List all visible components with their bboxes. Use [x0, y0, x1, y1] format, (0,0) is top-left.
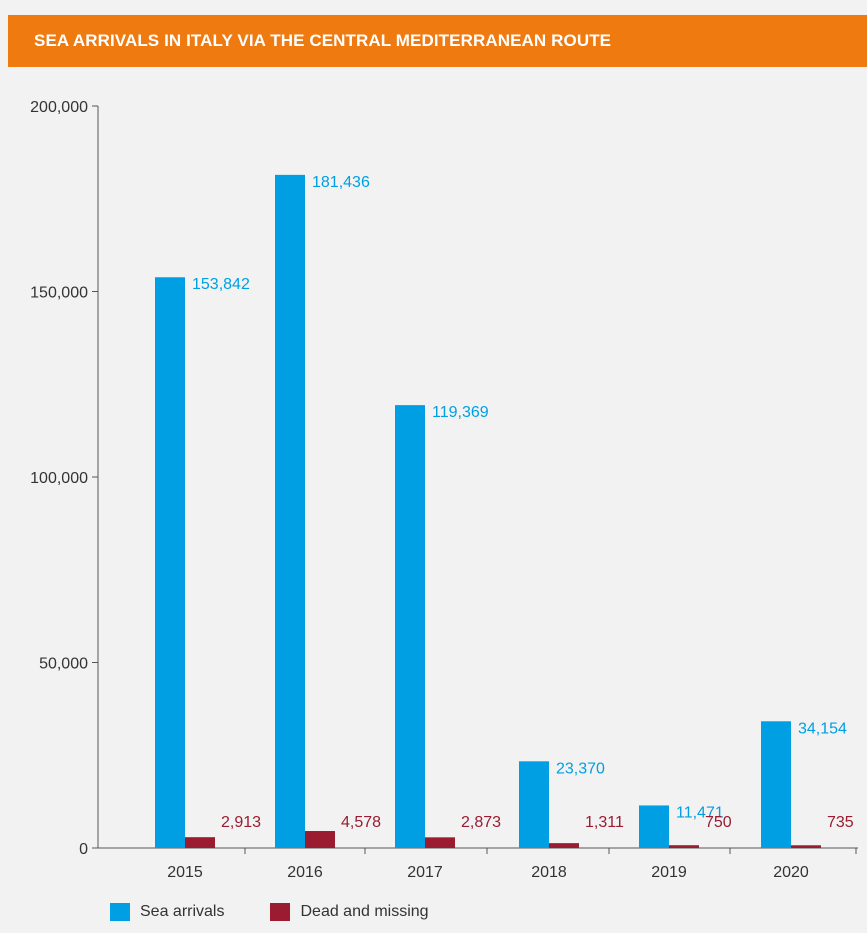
y-tick-label: 50,000	[39, 656, 88, 673]
legend-swatch-dead-missing	[270, 903, 291, 921]
chart-panel	[8, 67, 867, 933]
data-label-dead-missing: 750	[705, 814, 732, 831]
bar-sea-arrivals	[639, 805, 669, 848]
data-label-dead-missing: 735	[827, 814, 854, 831]
chart-header: SEA ARRIVALS IN ITALY VIA THE CENTRAL ME…	[8, 15, 867, 67]
y-tick-label: 150,000	[30, 285, 88, 302]
y-tick-label: 200,000	[30, 99, 88, 116]
bar-dead-missing	[305, 831, 335, 848]
x-tick-label: 2019	[651, 864, 687, 881]
legend-item-dead-missing: Dead and missing	[270, 903, 429, 921]
y-tick-label: 100,000	[30, 470, 88, 487]
x-tick-label: 2018	[531, 864, 567, 881]
bar-sea-arrivals	[519, 761, 549, 848]
bar-sea-arrivals	[155, 277, 185, 848]
chart-title: SEA ARRIVALS IN ITALY VIA THE CENTRAL ME…	[34, 31, 612, 50]
data-label-sea-arrivals: 11,471	[676, 804, 724, 821]
legend-item-sea-arrivals: Sea arrivals	[110, 903, 224, 921]
bar-sea-arrivals	[761, 721, 791, 848]
data-label-dead-missing: 2,913	[221, 814, 261, 831]
legend-swatch-sea-arrivals	[110, 903, 130, 921]
bar-sea-arrivals	[275, 174, 305, 848]
legend: Sea arrivals Dead and missing	[110, 902, 475, 922]
data-label-dead-missing: 2,873	[461, 814, 501, 831]
x-tick-label: 2016	[287, 864, 323, 881]
x-tick-label: 2015	[167, 864, 203, 881]
data-label-sea-arrivals: 34,154	[798, 720, 847, 737]
legend-label-sea-arrivals: Sea arrivals	[140, 903, 225, 920]
data-label-dead-missing: 1,311	[585, 814, 624, 831]
data-label-dead-missing: 4,578	[341, 814, 381, 831]
bar-dead-missing	[185, 837, 215, 848]
data-label-sea-arrivals: 119,369	[432, 404, 489, 421]
legend-label-dead-missing: Dead and missing	[300, 903, 429, 920]
bar-dead-missing	[791, 845, 821, 848]
data-label-sea-arrivals: 153,842	[192, 276, 250, 293]
data-label-sea-arrivals: 181,436	[312, 174, 370, 191]
x-tick-label: 2017	[407, 864, 443, 881]
bar-dead-missing	[549, 843, 579, 848]
bar-dead-missing	[669, 845, 699, 848]
data-label-sea-arrivals: 23,370	[556, 760, 605, 777]
x-tick-label: 2020	[773, 864, 809, 881]
y-tick-label: 0	[79, 841, 88, 858]
bar-sea-arrivals	[395, 405, 425, 848]
bar-dead-missing	[425, 837, 455, 848]
